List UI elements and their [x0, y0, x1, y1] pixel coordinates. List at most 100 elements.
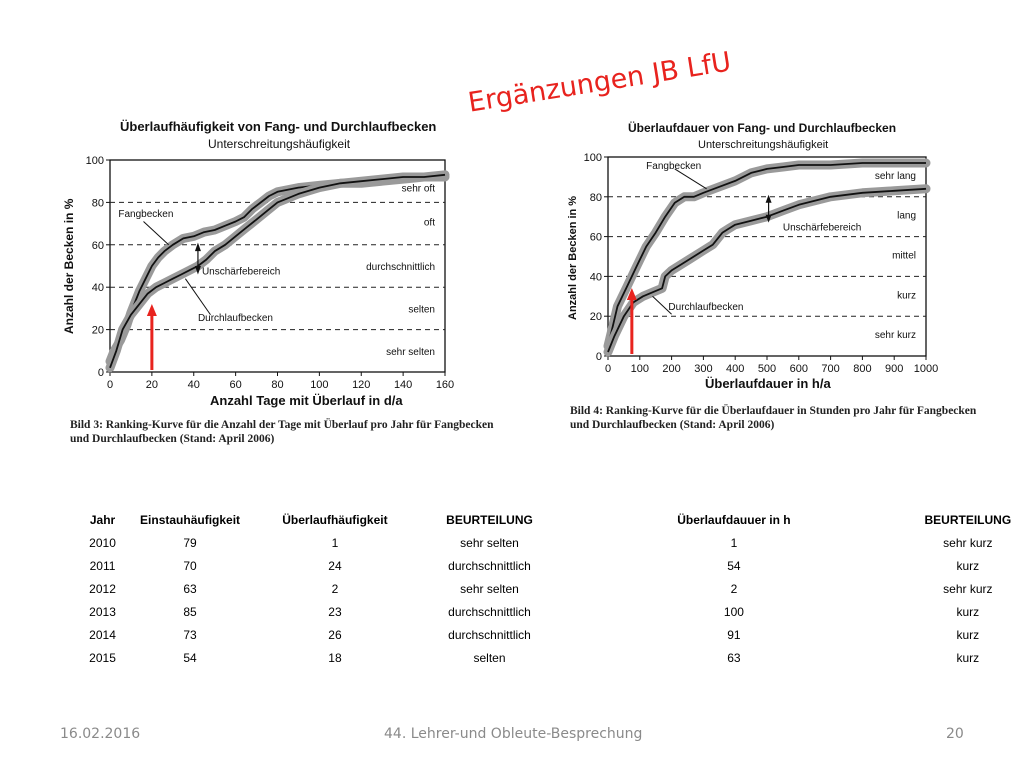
table-cell: sehr kurz: [943, 535, 993, 550]
col-header-overflow-frequency: Überlaufhäufigkeit: [282, 512, 388, 527]
marker-arrow-head: [146, 304, 157, 316]
annotation-uncertainty: Unschärfebereich: [202, 266, 280, 277]
col-header-rating: BEURTEILUNG: [446, 512, 533, 527]
class-label: durchschnittlich: [366, 262, 435, 273]
table-cell: 1: [331, 535, 339, 550]
x-axis-label: Anzahl Tage mit Überlauf in d/a: [210, 393, 403, 408]
series-line-durchlaufbecken: [607, 187, 927, 353]
x-tick-label: 140: [394, 379, 412, 391]
y-tick-label: 0: [98, 367, 104, 379]
footer-date: 16.02.2016: [60, 726, 141, 742]
x-tick-label: 600: [790, 363, 808, 375]
table-cell: 73: [183, 627, 197, 642]
table-row: 2012 63 2 sehr selten 2 sehr kurz: [72, 577, 1024, 600]
table-cell: 2010: [89, 535, 116, 550]
class-label: sehr kurz: [875, 330, 916, 341]
x-tick-label: 0: [605, 363, 611, 375]
table-cell: 26: [328, 627, 342, 642]
caption-right-line1: Bild 4: Ranking-Kurve für die Überlaufda…: [570, 405, 977, 417]
y-tick-label: 20: [92, 325, 104, 337]
series-line-durchlaufbecken: [109, 173, 446, 369]
y-axis-label: Anzahl der Becken in %: [62, 198, 76, 334]
table-cell: 23: [328, 604, 342, 619]
marker-arrow-head: [626, 288, 637, 300]
table-cell: 2014: [89, 627, 116, 642]
annotation-leader-durchlaufbecken: [184, 278, 211, 316]
x-tick-label: 800: [853, 363, 871, 375]
table-header-row: Jahr Einstauhäufigkeit Überlaufhäufigkei…: [72, 508, 1024, 531]
slide-title: Ergänzungen JB LfU: [466, 46, 734, 119]
y-tick-label: 60: [92, 240, 104, 252]
table-cell: sehr kurz: [943, 581, 993, 596]
y-tick-label: 80: [590, 192, 602, 204]
y-tick-label: 40: [590, 271, 602, 283]
table-cell: 63: [727, 650, 741, 665]
chart-subtitle: Unterschreitungshäufigkeit: [698, 139, 828, 151]
class-label: sehr lang: [875, 171, 916, 182]
table-cell: 91: [727, 627, 741, 642]
table-cell: 2012: [89, 581, 116, 596]
table-cell: 2011: [89, 558, 116, 573]
x-tick-label: 500: [758, 363, 776, 375]
table-cell: 18: [328, 650, 342, 665]
series-line-fangbecken: [607, 162, 926, 347]
x-tick-label: 200: [662, 363, 680, 375]
x-tick-label: 400: [726, 363, 744, 375]
x-tick-label: 700: [821, 363, 839, 375]
y-tick-label: 0: [596, 351, 602, 363]
x-tick-label: 160: [436, 379, 454, 391]
col-header-year: Jahr: [89, 512, 116, 527]
x-tick-label: 1000: [914, 363, 938, 375]
annotation-durchlaufbecken: Durchlaufbecken: [198, 313, 273, 324]
table-cell: 100: [723, 604, 744, 619]
class-label: mittel: [892, 251, 916, 262]
class-label: kurz: [897, 290, 916, 301]
table-cell: durchschnittlich: [448, 604, 531, 619]
y-tick-label: 60: [590, 232, 602, 244]
chart-subtitle: Unterschreitungshäufigkeit: [208, 137, 351, 151]
annotation-fangbecken: Fangbecken: [646, 161, 701, 172]
annotation-uncertainty-arrow-down: [194, 266, 201, 275]
chart-overflow-frequency-svg: Überlaufhäufigkeit von Fang- und Durchla…: [62, 119, 454, 408]
table-cell: 54: [727, 558, 741, 573]
annotation-uncertainty-arrow-down: [765, 214, 772, 223]
table-cell: sehr selten: [460, 535, 519, 550]
y-tick-label: 20: [590, 311, 602, 323]
table-row: 2014 73 26 durchschnittlich 91 kurz: [72, 623, 1024, 646]
chart-overflow-duration: Überlaufdauer von Fang- und Durchlaufbec…: [560, 112, 940, 407]
annotation-leader-fangbecken: [143, 221, 169, 246]
annotation-uncertainty: Unschärfebereich: [783, 223, 861, 234]
table-cell: 54: [183, 650, 197, 665]
x-tick-label: 60: [230, 379, 242, 391]
col-header-overflow-duration: Überlaufdauuer in h: [677, 512, 791, 527]
annotation-uncertainty-arrow-up: [194, 242, 201, 252]
x-tick-label: 20: [146, 379, 158, 391]
annotation-uncertainty-arrow-up: [765, 194, 772, 203]
table-cell: 2013: [89, 604, 116, 619]
chart-overflow-frequency: Überlaufhäufigkeit von Fang- und Durchla…: [60, 112, 460, 417]
caption-right-line2: und Durchlaufbecken (Stand: April 2006): [570, 419, 775, 431]
table-cell: 2015: [89, 650, 116, 665]
table-row: 2015 54 18 selten 63 kurz: [72, 646, 1024, 669]
class-label: selten: [408, 304, 435, 315]
y-axis-label: Anzahl der Becken in %: [567, 196, 579, 320]
y-tick-label: 100: [86, 155, 104, 167]
table-row: 2010 79 1 sehr selten 1 sehr kurz: [72, 531, 1024, 554]
x-axis-label: Überlaufdauer in h/a: [705, 376, 831, 391]
annotation-fangbecken: Fangbecken: [118, 209, 173, 220]
table-cell: 2: [730, 581, 738, 596]
y-tick-label: 80: [92, 197, 104, 209]
table-cell: sehr selten: [460, 581, 519, 596]
x-tick-label: 100: [631, 363, 649, 375]
footer-center: 44. Lehrer-und Obleute-Besprechung: [384, 726, 643, 742]
table-row: 2011 70 24 durchschnittlich 54 kurz: [72, 554, 1024, 577]
table-cell: 2: [331, 581, 339, 596]
x-tick-label: 100: [310, 379, 328, 391]
table-row: 2013 85 23 durchschnittlich 100 kurz: [72, 600, 1024, 623]
table-cell: 1: [730, 535, 738, 550]
x-tick-label: 900: [885, 363, 903, 375]
x-tick-label: 80: [271, 379, 283, 391]
annotation-leader-durchlaufbecken: [652, 295, 672, 315]
table-cell: kurz: [956, 650, 980, 665]
plot-area: [607, 156, 927, 357]
